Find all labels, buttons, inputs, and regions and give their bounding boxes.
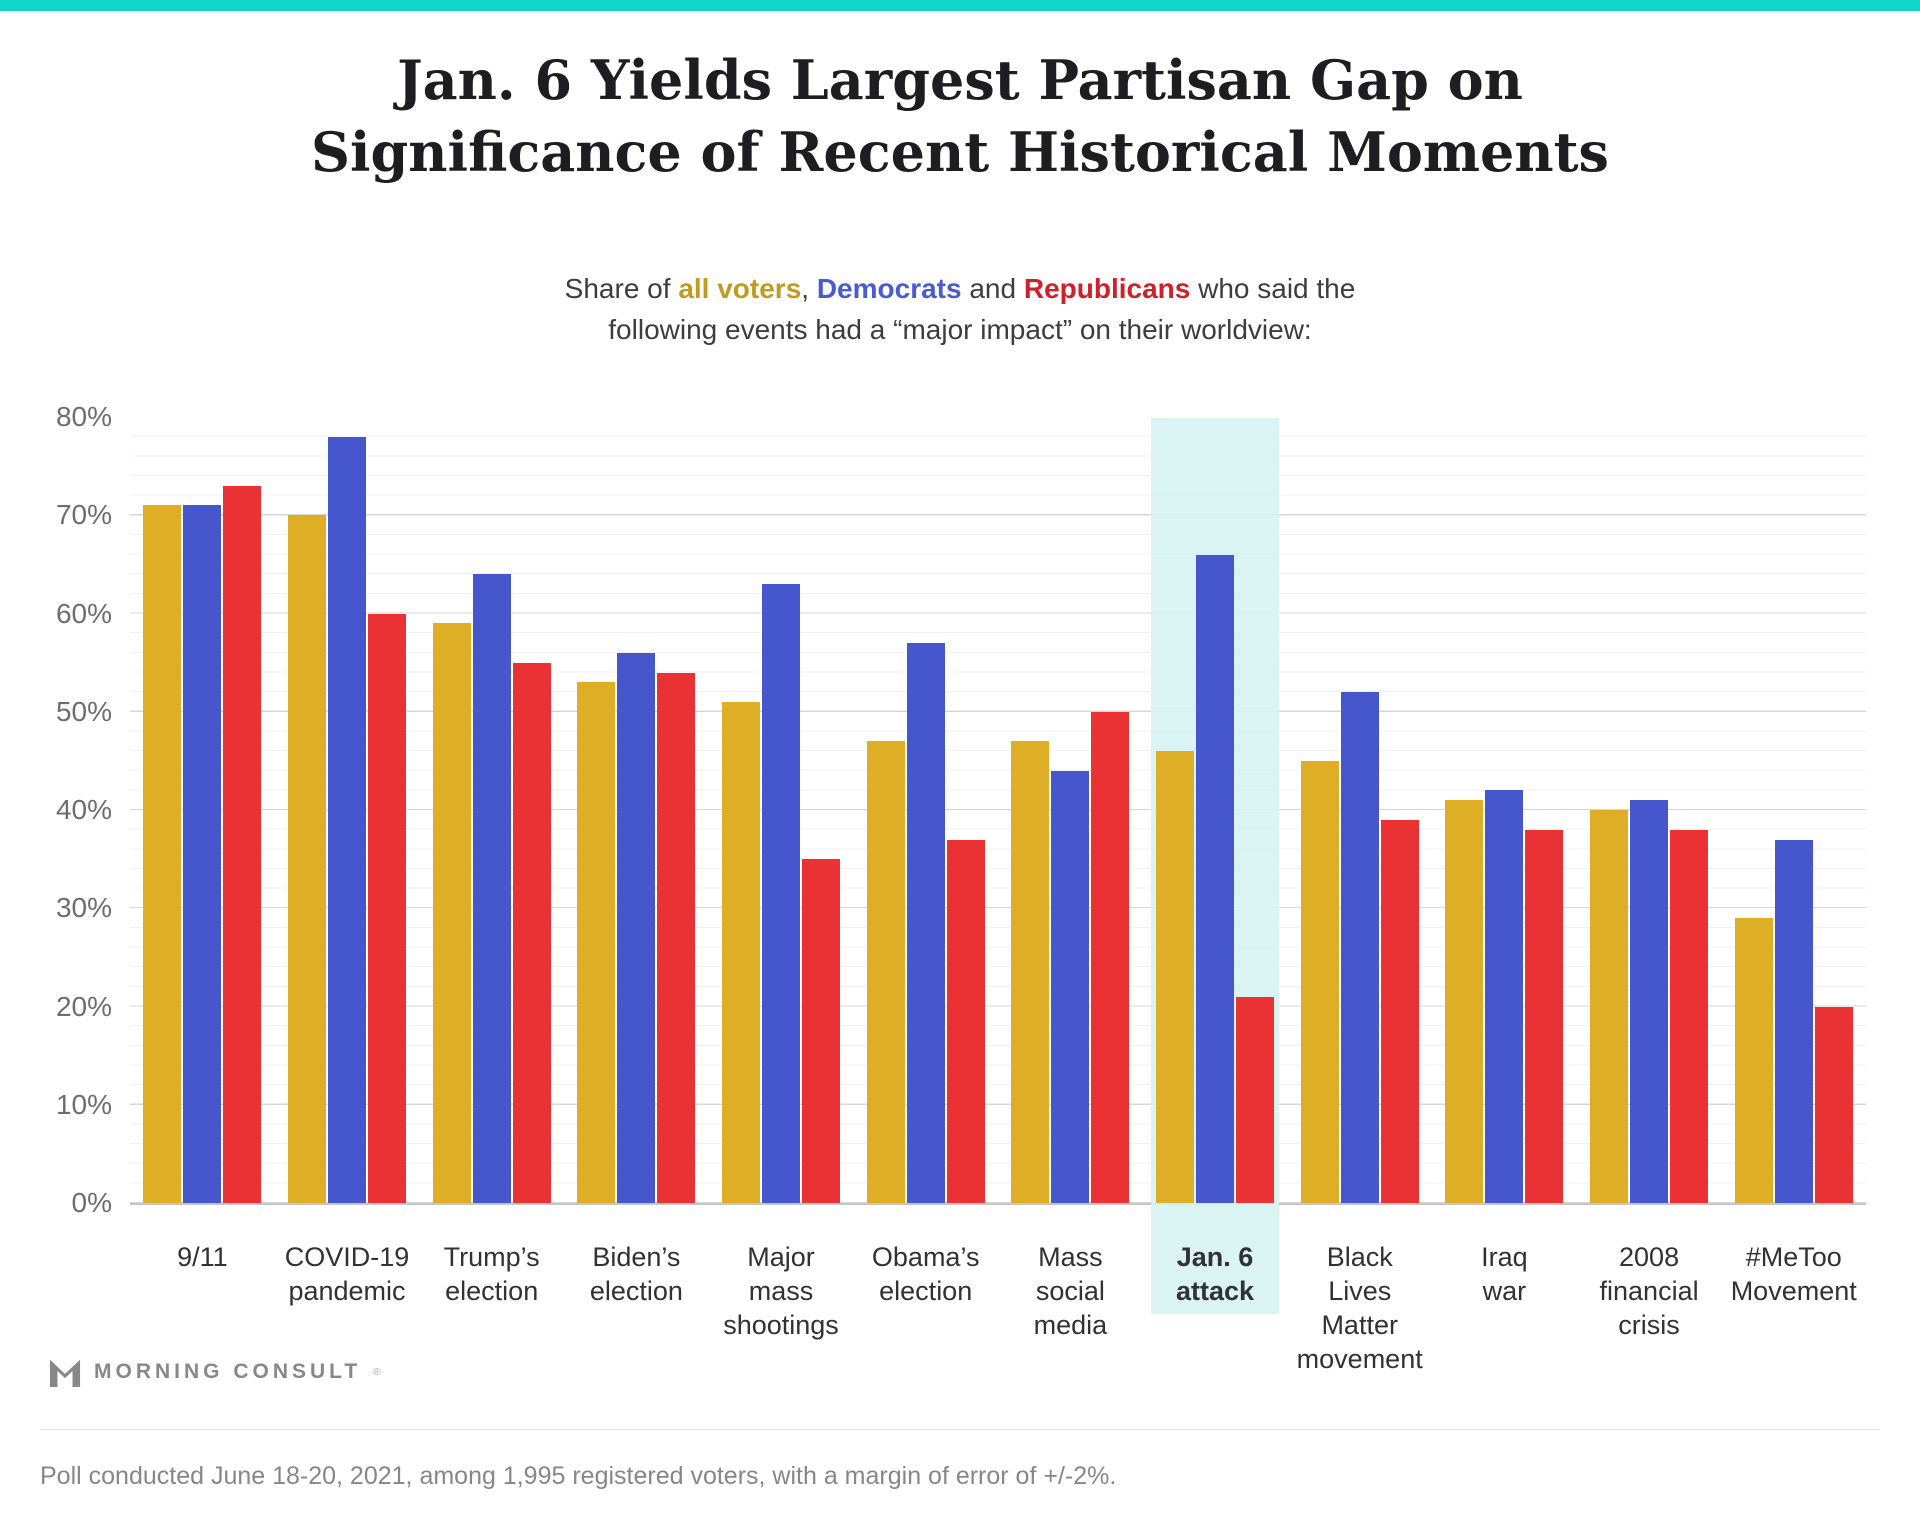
y-axis-tick-label: 60%: [55, 597, 112, 629]
chart-subtitle-line2: following events had a “major impact” on…: [608, 314, 1312, 345]
y-axis-tick-label: 50%: [55, 695, 112, 727]
plot-area: [130, 417, 1866, 1314]
bar-republicans: [946, 839, 985, 1203]
bar-republicans: [802, 859, 841, 1203]
chart-title-line2: Significance of Recent Historical Moment…: [311, 120, 1609, 184]
bar-all-voters: [1590, 810, 1629, 1203]
bar-all-voters: [288, 515, 326, 1203]
bar-democrats: [328, 436, 366, 1203]
registered-mark: ®: [373, 1366, 381, 1378]
x-axis-label: COVID-19 pandemic: [284, 1242, 410, 1306]
bar-republicans: [368, 613, 406, 1203]
bar-group: [275, 417, 420, 1203]
bar-democrats: [1774, 839, 1813, 1203]
bar-democrats: [1340, 692, 1379, 1203]
bar-republicans: [512, 662, 551, 1203]
x-axis-labels: 9/11 COVID-19 pandemic Trump’s election Bid…: [130, 1240, 1866, 1376]
bar-all-voters: [1734, 918, 1773, 1203]
bar-group: [1287, 417, 1432, 1203]
x-axis-label: Mass social media: [1033, 1242, 1108, 1340]
bar-democrats: [472, 574, 511, 1203]
x-axis-label: 9/11: [177, 1242, 228, 1272]
bar-all-voters: [722, 701, 761, 1203]
bar-democrats: [906, 643, 945, 1203]
bar-group: [419, 417, 564, 1203]
x-axis-label: Biden’s election: [589, 1242, 683, 1306]
y-axis-tick-label: 10%: [55, 1088, 112, 1120]
y-axis: 0% 10% 20% 30% 40% 50% 60% 70% 80%: [0, 401, 112, 1218]
bar-all-voters: [1156, 751, 1195, 1203]
bar-democrats: [1485, 790, 1524, 1203]
bar-all-voters: [1011, 741, 1050, 1203]
top-accent-bar: [0, 0, 1920, 11]
bar-democrats: [617, 652, 656, 1203]
chart-subtitle: Share of all voters, Democrats and Repub…: [0, 268, 1920, 350]
bar-republicans: [1236, 996, 1275, 1203]
bar-democrats: [1196, 554, 1235, 1203]
bar-democrats: [1630, 800, 1669, 1203]
bar-republicans: [657, 672, 696, 1203]
x-axis-label: Black Lives Matter movement: [1296, 1242, 1423, 1374]
bar-all-voters: [866, 741, 905, 1203]
bar-group: [1143, 417, 1288, 1314]
y-axis-tick-label: 30%: [55, 892, 112, 924]
bar-all-voters: [577, 682, 616, 1203]
bar-republicans: [1525, 829, 1564, 1203]
y-axis-tick-label: 70%: [55, 499, 112, 531]
x-axis-label: Jan. 6 attack: [1176, 1242, 1255, 1306]
bar-all-voters: [1300, 760, 1339, 1203]
bar-democrats: [762, 584, 801, 1203]
legend-democrats: Democrats: [816, 273, 962, 304]
bar-group: [1577, 417, 1722, 1203]
bar-group: [709, 417, 854, 1203]
bar-groups: [130, 417, 1866, 1314]
m-logo-icon: [49, 1359, 81, 1388]
x-axis-label: #MeToo Movement: [1730, 1242, 1857, 1306]
bar-group: [1721, 417, 1866, 1203]
x-axis-label: Major mass shootings: [723, 1242, 839, 1340]
bar-all-voters: [143, 505, 182, 1203]
bar-republicans: [1091, 711, 1130, 1203]
x-axis-label: Trump’s election: [443, 1242, 540, 1306]
bar-republicans: [223, 485, 262, 1203]
y-axis-tick-label: 20%: [55, 990, 112, 1022]
chart-title: Jan. 6 Yields Largest Partisan Gap on Si…: [0, 44, 1920, 188]
y-axis-tick-label: 40%: [55, 794, 112, 825]
bar-group: [564, 417, 709, 1203]
footer-divider: [40, 1429, 1880, 1430]
bar-democrats: [1051, 770, 1090, 1203]
footer-note: Poll conducted June 18-20, 2021, among 1…: [40, 1462, 1117, 1490]
logo-text: MORNING CONSULT: [94, 1360, 362, 1383]
legend-all-voters: all voters: [678, 273, 802, 304]
bar-group: [998, 417, 1143, 1203]
bar-group: [130, 417, 275, 1203]
bar-republicans: [1814, 1006, 1853, 1203]
bar-democrats: [183, 505, 222, 1203]
morning-consult-logo: MORNING CONSULT ®: [48, 1356, 381, 1388]
bar-group: [1432, 417, 1577, 1203]
bar-group: [853, 417, 998, 1203]
chart-title-line1: Jan. 6 Yields Largest Partisan Gap on: [397, 48, 1523, 112]
x-axis-label: Obama’s election: [871, 1242, 980, 1306]
chart-subtitle-line1: Share of all voters, Democrats and Repub…: [564, 273, 1356, 304]
bar-all-voters: [1445, 800, 1484, 1203]
bar-republicans: [1670, 829, 1709, 1203]
x-axis-label: 2008 financial crisis: [1599, 1242, 1699, 1340]
y-axis-tick-label: 0%: [71, 1187, 112, 1218]
bar-all-voters: [432, 623, 471, 1203]
legend-republicans: Republicans: [1023, 273, 1191, 304]
x-axis-label: Iraq war: [1481, 1242, 1528, 1306]
y-axis-tick-label: 80%: [55, 401, 112, 432]
bar-republicans: [1380, 819, 1419, 1203]
